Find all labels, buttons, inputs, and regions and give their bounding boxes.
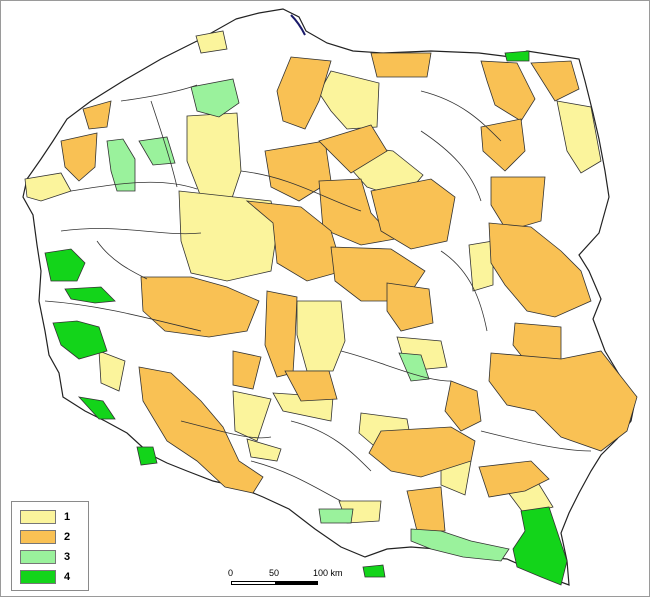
scale-segment [274,582,317,584]
zones-class-4 [44,50,568,586]
zones-class-2 [60,52,638,532]
legend-item: 1 [20,508,70,526]
scale-bar: 0 50 100 km [223,568,363,590]
hel-peninsula [290,14,306,36]
scale-segment [232,582,275,584]
boundary-lines [44,84,592,502]
legend-item: 4 [20,568,70,586]
legend-label: 3 [64,551,71,563]
legend-item: 3 [20,548,70,566]
legend-label: 2 [64,531,71,543]
legend-swatch [20,510,56,524]
legend-swatch [20,570,56,584]
scale-label-100: 100 km [313,568,343,578]
scale-label-50: 50 [269,568,280,578]
scale-label-0: 0 [228,568,234,578]
map-legend: 1 2 3 4 [11,501,89,591]
scale-line [231,581,318,585]
legend-swatch [20,550,56,564]
legend-label: 4 [64,571,71,583]
legend-swatch [20,530,56,544]
legend-label: 1 [64,511,71,523]
zones-class-3 [106,78,510,562]
legend-item: 2 [20,528,70,546]
